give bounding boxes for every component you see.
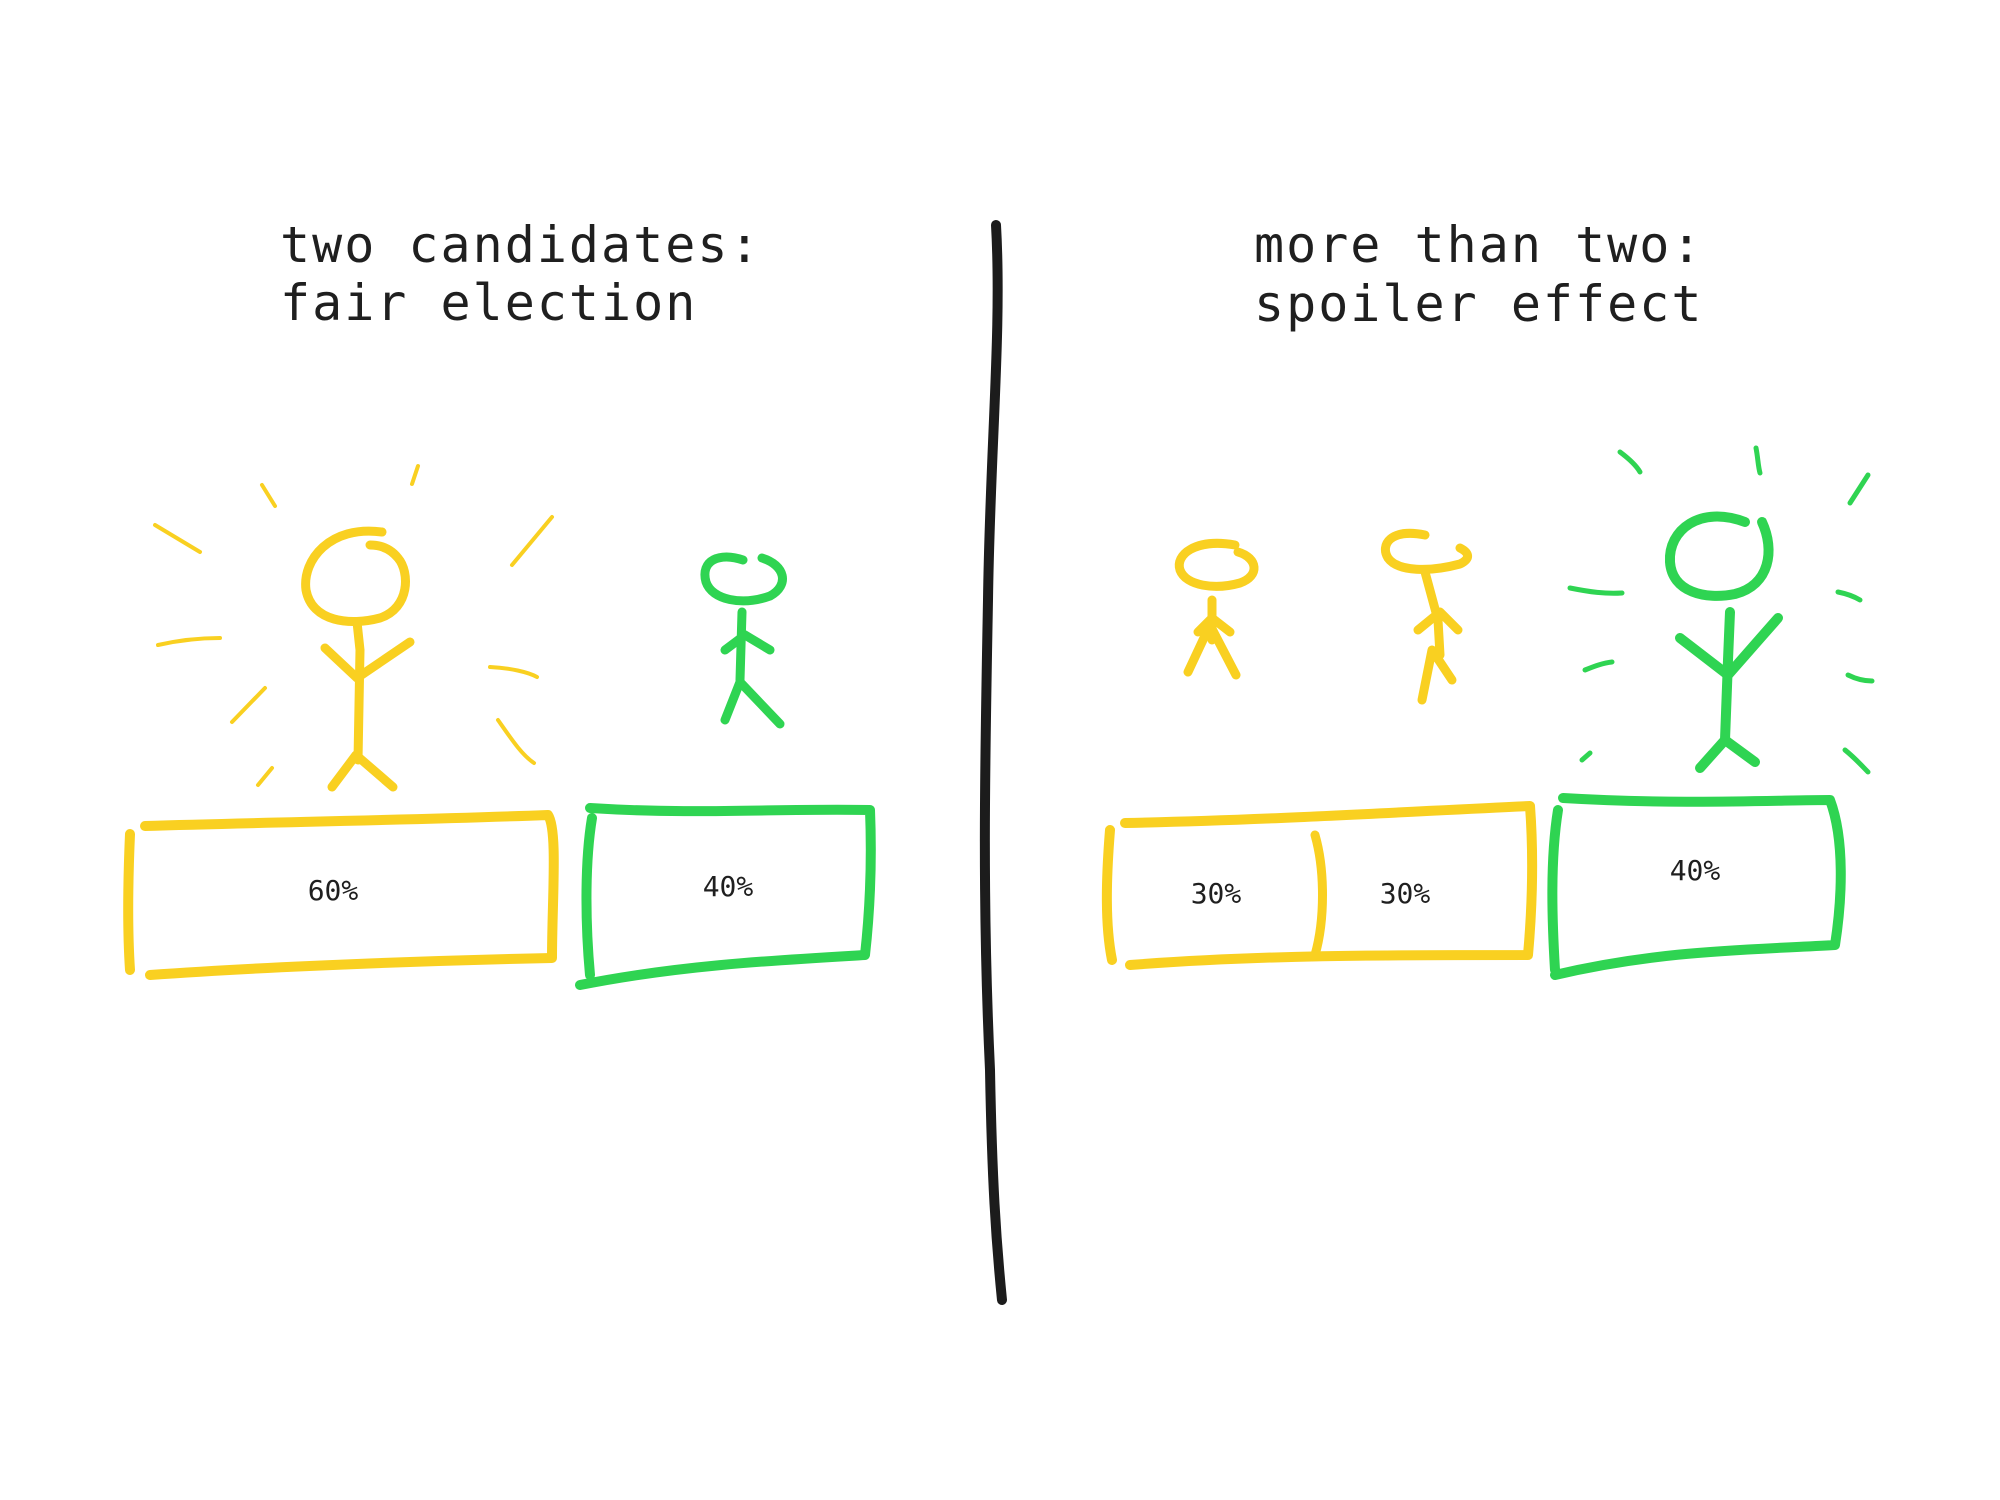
green-winner-rays — [1567, 445, 1875, 775]
yellow-winner-figure — [301, 526, 415, 792]
green-figure-legs — [720, 677, 785, 729]
yellow-winner-body — [352, 617, 365, 765]
left-panel: two candidates: fair election — [123, 216, 876, 990]
yellow-spoiler-figure-1 — [1174, 538, 1259, 680]
green-figure-arms — [720, 630, 775, 655]
green-winner-body — [1720, 607, 1735, 745]
yellow-winner-rays — [153, 464, 554, 787]
yellow-spoiler-figure-1-arms — [1193, 613, 1235, 637]
right-bar-40-label: 40% — [1670, 854, 1721, 887]
left-bar-40: 40% — [575, 803, 876, 990]
left-bar-60-outline — [123, 810, 559, 980]
yellow-spoiler-figure-1-legs — [1183, 620, 1241, 680]
right-bar-yellow-divider — [1310, 830, 1327, 960]
right-title-line1: more than two: — [1254, 216, 1703, 274]
yellow-spoiler-figure-2-legs — [1417, 645, 1457, 705]
right-title-line2: spoiler effect — [1254, 275, 1703, 333]
right-panel: more than two: spoiler effect — [1101, 216, 1875, 980]
left-title-line1: two candidates: — [280, 216, 762, 274]
left-bar-40-outline — [575, 803, 876, 990]
right-bar-30b-label: 30% — [1380, 877, 1431, 910]
green-winner-arms — [1675, 613, 1783, 680]
green-winner-head — [1664, 511, 1774, 601]
right-bar-40-outline — [1547, 793, 1846, 980]
green-winner-figure — [1664, 511, 1783, 773]
yellow-spoiler-figure-2-arms — [1413, 607, 1463, 635]
green-figure-body — [735, 607, 747, 685]
left-bar-60-label: 60% — [308, 874, 359, 907]
yellow-spoiler-figure-2 — [1380, 529, 1472, 705]
left-title-line2: fair election — [280, 274, 697, 332]
yellow-spoiler-figure-1-head — [1174, 538, 1259, 591]
left-bar-60: 60% — [123, 810, 559, 980]
green-figure — [700, 552, 787, 729]
yellow-winner-head — [301, 526, 410, 627]
right-bar-40: 40% — [1547, 793, 1846, 980]
green-figure-head — [700, 552, 787, 606]
right-bar-yellow-outline — [1101, 801, 1538, 970]
left-bar-40-label: 40% — [703, 870, 754, 903]
green-winner-legs — [1695, 735, 1760, 773]
yellow-winner-legs — [327, 750, 398, 792]
right-bar-30a-label: 30% — [1191, 877, 1242, 910]
center-divider-line — [979, 220, 1007, 1305]
right-bar-yellow-split: 30% 30% — [1101, 801, 1538, 970]
yellow-winner-arms — [320, 637, 415, 683]
yellow-spoiler-figure-2-body — [1420, 567, 1445, 660]
yellow-spoiler-figure-2-head — [1380, 529, 1472, 574]
